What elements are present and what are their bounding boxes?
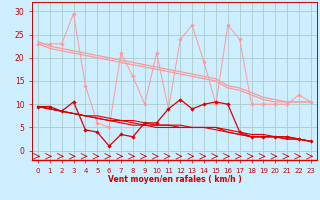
X-axis label: Vent moyen/en rafales ( km/h ): Vent moyen/en rafales ( km/h ): [108, 175, 241, 184]
